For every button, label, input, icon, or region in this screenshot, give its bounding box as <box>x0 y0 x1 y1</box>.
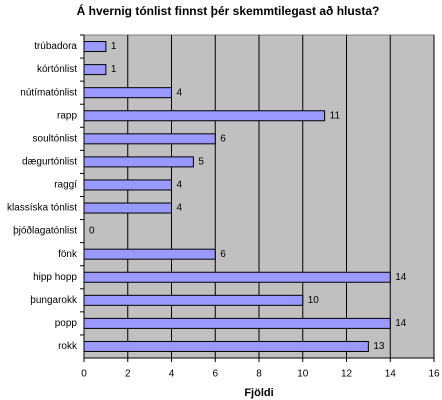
x-tick-label: 4 <box>169 369 175 380</box>
data-label: 5 <box>198 157 204 168</box>
data-label: 14 <box>395 318 407 329</box>
data-label: 4 <box>177 87 183 98</box>
y-tick-label: þjóðlagatónlist <box>13 225 77 237</box>
bar <box>83 271 391 283</box>
data-label: 1 <box>111 64 117 75</box>
data-label: 11 <box>330 110 341 121</box>
data-label: 14 <box>395 272 407 283</box>
data-label: 4 <box>177 180 183 191</box>
data-label: 6 <box>220 133 226 144</box>
bar <box>83 110 326 122</box>
bar <box>83 133 216 145</box>
y-tick-label: dægurtónlist <box>22 157 77 168</box>
x-axis-title: Fjöldi <box>244 387 273 399</box>
data-label: 13 <box>373 341 385 352</box>
y-tick-label: popp <box>55 318 78 329</box>
data-label: 0 <box>89 226 95 237</box>
y-tick-label: raggí <box>54 180 77 191</box>
data-label: 10 <box>308 295 320 306</box>
x-tick-label: 10 <box>297 369 309 380</box>
x-tick-label: 12 <box>341 369 353 380</box>
y-tick-label: rapp <box>57 110 77 121</box>
data-label: 6 <box>220 249 226 260</box>
y-tick-label: kórtónlist <box>37 64 77 75</box>
bar <box>83 64 107 76</box>
x-tick-label: 0 <box>81 369 87 380</box>
bar <box>83 87 172 99</box>
bar <box>83 294 304 306</box>
data-label: 1 <box>111 41 117 52</box>
x-tick-label: 2 <box>125 369 131 380</box>
bar <box>83 202 172 214</box>
x-tick-label: 8 <box>256 369 262 380</box>
bar <box>83 340 369 352</box>
bar <box>83 179 172 191</box>
y-tick-label: þungarokk <box>30 295 78 306</box>
x-tick-label: 6 <box>212 369 218 380</box>
chart-title: Á hvernig tónlist finnst þér skemmtilega… <box>77 3 380 18</box>
x-tick-label: 14 <box>385 369 397 380</box>
y-tick-label: rokk <box>58 341 78 352</box>
bar <box>83 156 194 168</box>
bar <box>83 248 216 260</box>
y-tick-label: soultónlist <box>33 133 78 144</box>
y-tick-label: fönk <box>58 249 78 260</box>
y-tick-label: klassíska tónlist <box>7 203 77 214</box>
data-label: 4 <box>177 203 183 214</box>
bar <box>83 41 107 53</box>
y-tick-label: trúbadora <box>34 41 77 52</box>
bar <box>83 317 391 329</box>
y-tick-label: nútímatónlist <box>20 87 77 98</box>
y-tick-label: hipp hopp <box>33 272 77 283</box>
x-tick-label: 16 <box>428 369 440 380</box>
